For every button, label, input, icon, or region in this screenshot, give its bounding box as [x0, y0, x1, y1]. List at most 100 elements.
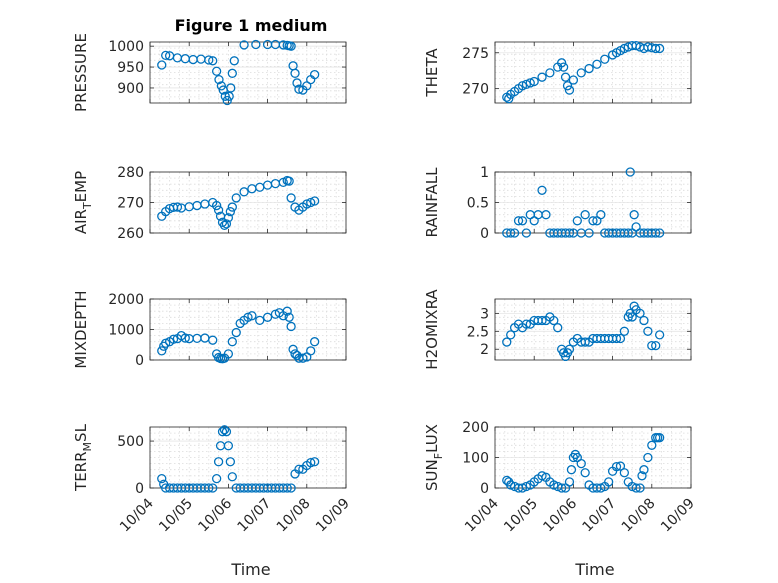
data-point	[556, 483, 567, 493]
data-point	[537, 185, 547, 195]
data-point	[619, 43, 630, 54]
x-tick-label: 10/07	[580, 496, 620, 536]
x-tick-label: 10/05	[156, 496, 196, 536]
data-point	[180, 333, 190, 343]
data-point	[651, 340, 661, 351]
data-point	[654, 43, 665, 54]
y-tick-label: 280	[117, 165, 144, 181]
data-point	[247, 311, 257, 321]
data-point	[217, 427, 228, 437]
y-tick-label: 270	[462, 82, 489, 98]
y-axis-label-main: SUN	[423, 459, 441, 491]
data-point	[282, 306, 292, 316]
axes-frame	[149, 41, 347, 104]
data-point	[553, 323, 563, 333]
subplot-2: 270 275 THETA	[423, 40, 692, 104]
data-point	[168, 334, 179, 344]
y-tick-label: 260	[117, 226, 144, 242]
y-tick-label: 1000	[108, 39, 144, 55]
y-tick-label: 0	[135, 353, 144, 369]
data-point	[604, 477, 614, 487]
data-point	[537, 315, 547, 326]
y-tick-label: 1	[480, 165, 489, 181]
y-axis-label-subscript: F	[432, 453, 445, 459]
data-point	[180, 54, 190, 64]
data-point	[219, 425, 230, 435]
y-axis-label-subscript: M	[81, 442, 94, 452]
data-point	[521, 79, 532, 89]
subplot-3: 260 270 280 AIRTEMP	[72, 165, 347, 242]
data-markers	[502, 40, 665, 104]
data-point	[580, 337, 590, 347]
data-point	[584, 63, 594, 74]
y-tick-label: 0.5	[467, 196, 489, 212]
data-point	[211, 66, 222, 76]
data-point	[221, 219, 232, 229]
data-point	[615, 333, 626, 344]
data-point	[292, 78, 302, 88]
axes-frame	[494, 298, 692, 361]
data-point	[506, 330, 516, 340]
data-point	[223, 213, 234, 223]
data-point	[566, 465, 577, 475]
data-point	[631, 483, 641, 493]
data-point	[200, 199, 210, 209]
data-point	[556, 58, 567, 68]
axes-frame	[494, 41, 692, 104]
data-point	[292, 350, 302, 361]
data-point	[309, 457, 320, 467]
data-point	[635, 308, 645, 319]
data-point	[294, 84, 304, 94]
data-point	[286, 193, 296, 203]
data-point	[286, 483, 296, 493]
data-point	[615, 461, 626, 471]
subplot-1: 900 950 1000 PRESSURE	[72, 33, 347, 112]
data-point	[654, 433, 665, 443]
x-tick-label: 10/06	[540, 495, 580, 535]
data-point	[623, 228, 633, 238]
data-point	[643, 326, 653, 336]
data-point	[223, 349, 234, 359]
data-point	[651, 228, 661, 238]
data-point	[255, 315, 265, 326]
data-point	[231, 327, 241, 338]
y-axis-label-rest: SL	[72, 423, 90, 442]
data-point	[226, 83, 236, 93]
data-point	[239, 40, 249, 50]
x-tick-label: 10/09	[658, 496, 698, 536]
data-point	[227, 68, 237, 78]
data-point	[509, 228, 520, 238]
data-point	[200, 333, 210, 343]
data-point	[635, 483, 645, 493]
data-point	[654, 330, 665, 340]
x-tick-label: 10/05	[501, 496, 541, 536]
data-markers	[157, 425, 320, 493]
data-point	[562, 81, 573, 91]
y-axis-label-rest: LUX	[423, 424, 441, 453]
data-point	[564, 85, 575, 95]
data-point	[309, 337, 320, 347]
data-point	[580, 468, 590, 478]
data-point	[247, 184, 257, 194]
data-point	[596, 210, 606, 220]
data-point	[196, 54, 206, 64]
y-tick-label: 1000	[108, 323, 144, 339]
y-tick-label: 2	[480, 342, 489, 358]
data-point	[227, 472, 237, 482]
y-axis-label: PRESSURE	[72, 33, 90, 112]
data-point	[227, 337, 237, 347]
data-point	[213, 457, 224, 467]
data-point	[298, 353, 308, 363]
data-point	[631, 40, 641, 51]
y-axis-label-rest: EMP	[72, 171, 90, 202]
data-point	[517, 216, 528, 226]
y-axis-label-main: AIR	[72, 209, 90, 234]
x-tick-label: 10/06	[195, 495, 235, 535]
data-point	[560, 72, 571, 82]
y-tick-label: 950	[117, 60, 144, 76]
data-point	[576, 458, 586, 469]
y-tick-label: 2000	[108, 292, 144, 308]
data-point	[306, 346, 316, 356]
y-axis-label: MIXDEPTH	[72, 290, 90, 368]
data-point	[284, 312, 294, 322]
